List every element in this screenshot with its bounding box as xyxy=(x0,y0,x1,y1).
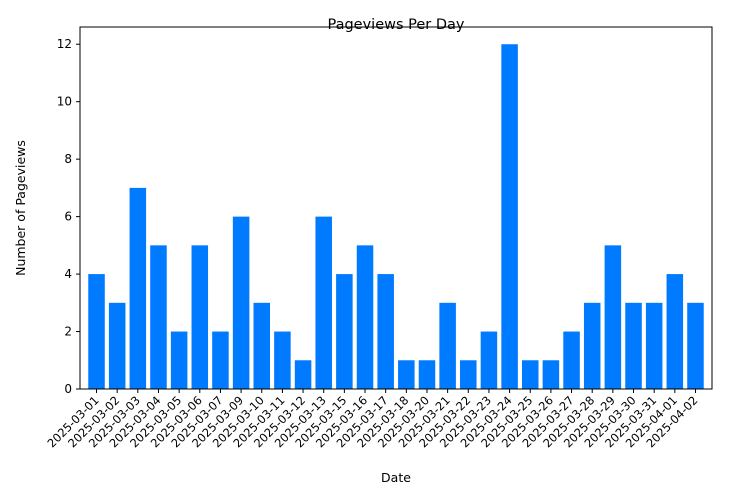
bar-2025-03-18 xyxy=(398,360,415,389)
bar-2025-03-03 xyxy=(129,187,147,389)
bar-2025-03-22 xyxy=(460,360,477,389)
y-tick-label: 12 xyxy=(57,37,72,51)
plot-frame xyxy=(79,26,713,390)
bar-2025-03-28 xyxy=(583,302,601,389)
bar-2025-03-25 xyxy=(521,360,539,389)
x-axis: 2025-03-012025-03-022025-03-032025-03-04… xyxy=(44,389,701,450)
bar-2025-04-01 xyxy=(666,274,684,389)
bar-2025-03-27 xyxy=(563,331,580,389)
bar-2025-03-21 xyxy=(439,302,456,389)
bar-2025-03-13 xyxy=(315,216,332,389)
chart-title: Pageviews Per Day xyxy=(327,17,464,33)
x-axis-label: Date xyxy=(381,470,411,485)
y-tick-label: 0 xyxy=(64,382,72,396)
bar-2025-03-05 xyxy=(170,331,188,389)
bar-2025-03-10 xyxy=(253,302,271,389)
bar-2025-03-29 xyxy=(604,245,622,389)
bar-2025-03-11 xyxy=(274,331,291,389)
bar-2025-03-24 xyxy=(501,44,518,389)
bar-2025-03-26 xyxy=(542,360,560,389)
bar-2025-03-15 xyxy=(336,274,353,389)
bar-2025-03-06 xyxy=(191,245,209,389)
bar-2025-03-16 xyxy=(356,245,374,389)
bar-2025-03-23 xyxy=(480,331,498,389)
bars-layer xyxy=(88,44,704,389)
y-tick-label: 4 xyxy=(64,267,72,281)
y-tick-label: 2 xyxy=(64,325,72,339)
y-tick-label: 6 xyxy=(64,210,72,224)
bar-2025-03-02 xyxy=(108,302,126,389)
bar-2025-03-30 xyxy=(625,302,642,389)
bar-2025-04-02 xyxy=(687,302,704,389)
y-axis-label: Number of Pageviews xyxy=(13,140,28,276)
bar-2025-03-31 xyxy=(645,302,663,389)
bar-2025-03-17 xyxy=(377,274,394,389)
bar-2025-03-20 xyxy=(418,360,436,389)
bar-2025-03-07 xyxy=(212,331,229,389)
bar-2025-03-09 xyxy=(232,216,250,389)
y-axis: 0 2 4 6 8 10 12 xyxy=(57,37,80,396)
y-tick-label: 10 xyxy=(57,95,72,109)
bar-2025-03-01 xyxy=(88,274,105,389)
bar-2025-03-12 xyxy=(294,360,312,389)
y-tick-label: 8 xyxy=(64,152,72,166)
bar-2025-03-04 xyxy=(150,245,167,389)
